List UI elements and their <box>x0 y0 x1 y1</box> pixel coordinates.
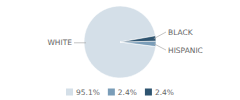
legend-label: 2.4% <box>118 88 137 97</box>
legend: 95.1% 2.4% 2.4% <box>66 88 174 97</box>
leader-line <box>154 44 166 50</box>
pie-slice <box>84 6 156 78</box>
pie <box>84 6 156 78</box>
legend-item: 2.4% <box>145 88 174 97</box>
legend-label: 95.1% <box>76 88 100 97</box>
legend-swatch <box>145 89 152 96</box>
chart: WHITE HISPANIC BLACK 95.1% 2.4% 2.4% <box>0 0 240 100</box>
leader-line <box>154 32 166 39</box>
slice-label: HISPANIC <box>168 46 203 55</box>
slice-label: WHITE <box>47 38 72 47</box>
legend-item: 95.1% <box>66 88 100 97</box>
legend-swatch <box>66 89 73 96</box>
slice-labels: WHITE HISPANIC BLACK <box>47 28 202 55</box>
legend-label: 2.4% <box>155 88 174 97</box>
legend-swatch <box>108 89 115 96</box>
leader-line <box>74 42 86 43</box>
pie-slice <box>120 36 156 42</box>
legend-item: 2.4% <box>108 88 137 97</box>
slice-label: BLACK <box>168 28 194 37</box>
